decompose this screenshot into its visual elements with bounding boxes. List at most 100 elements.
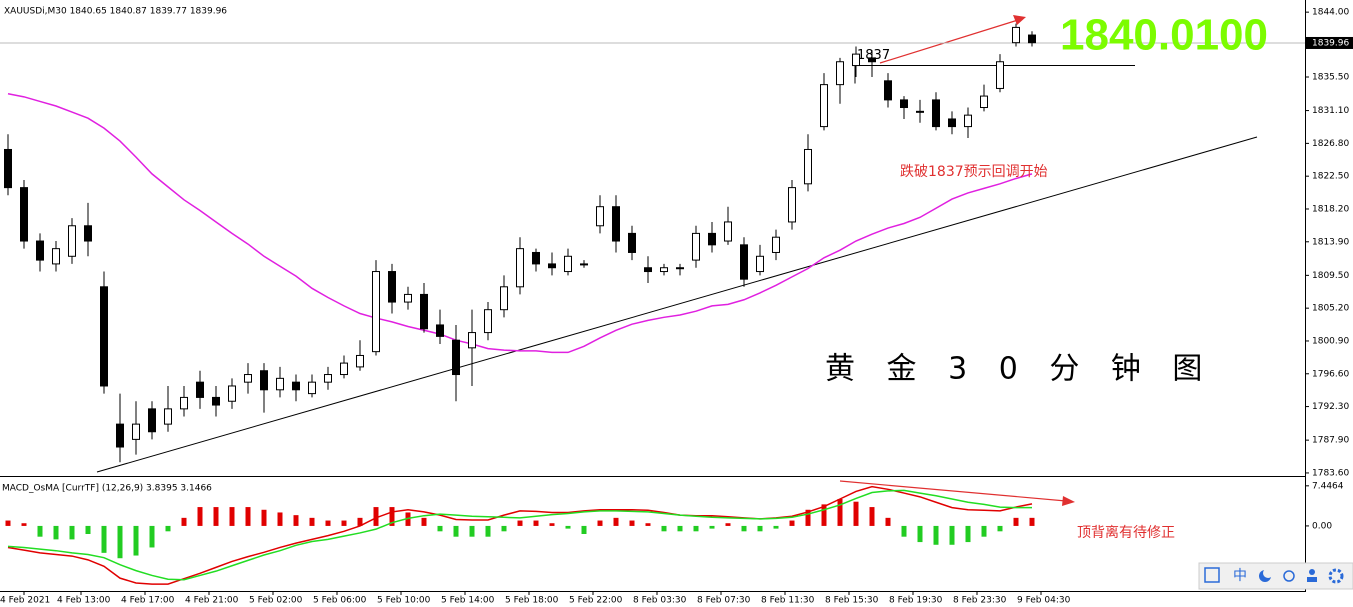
toolbar: 中 xyxy=(1198,562,1353,590)
histogram-bar xyxy=(85,525,91,534)
ime-label[interactable]: 中 xyxy=(1233,568,1247,584)
macd-line xyxy=(7,485,1033,585)
candle-body xyxy=(372,271,380,353)
histogram-bar xyxy=(37,525,43,537)
histogram-bar xyxy=(933,525,939,545)
y-tick-label: 1809.50 xyxy=(1312,271,1349,281)
candle-body xyxy=(356,354,364,368)
histogram-bar xyxy=(117,525,123,559)
y-tick-label: 1826.80 xyxy=(1312,139,1349,149)
histogram-bar xyxy=(773,525,779,529)
candle-body xyxy=(772,236,780,253)
histogram-bar xyxy=(949,525,955,545)
last-price-box xyxy=(1306,36,1353,49)
histogram-bar xyxy=(389,507,395,526)
histogram-bar xyxy=(325,520,331,526)
toolbar-bg xyxy=(1198,562,1353,590)
chart-header: XAUUSDi,M30 1840.65 1840.87 1839.77 1839… xyxy=(4,7,227,17)
y-tick-label: 1822.50 xyxy=(1312,172,1349,182)
candle-body xyxy=(116,423,124,448)
histogram-bar xyxy=(853,501,859,526)
candle-body xyxy=(788,187,796,223)
histogram-bar xyxy=(517,520,523,526)
histogram-bar xyxy=(373,507,379,526)
arrow-head xyxy=(1013,15,1026,25)
candle-body xyxy=(84,225,92,242)
histogram-bar xyxy=(821,504,827,526)
candle-body xyxy=(324,374,332,383)
candle-body xyxy=(676,267,684,270)
histogram-bar xyxy=(613,517,619,526)
candle-body xyxy=(612,206,620,242)
histogram-bar xyxy=(293,515,299,526)
x-tick-label: 8 Feb 07:30 xyxy=(697,596,751,606)
candle-body xyxy=(452,339,460,376)
icon[interactable] xyxy=(1204,567,1220,583)
trend-line xyxy=(96,136,1258,473)
histogram-bar xyxy=(645,523,651,526)
histogram-bar xyxy=(725,523,731,526)
candle-body xyxy=(228,385,236,402)
histogram-bar xyxy=(549,523,555,526)
candle-body xyxy=(164,408,172,425)
candle-body xyxy=(148,408,156,433)
candle-body xyxy=(180,396,188,410)
candle-body xyxy=(484,309,492,334)
histogram-bar xyxy=(597,520,603,526)
candle-body xyxy=(644,267,652,273)
y-tick-label: 0.00 xyxy=(1312,521,1332,531)
candle-body xyxy=(964,114,972,128)
candle-body xyxy=(884,80,892,101)
histogram-bar xyxy=(581,525,587,534)
icon[interactable] xyxy=(1283,570,1295,582)
arrow xyxy=(839,480,1067,502)
candle-body xyxy=(932,99,940,128)
histogram-bar xyxy=(229,507,235,526)
y-tick-label: 1787.90 xyxy=(1312,436,1349,446)
histogram-bar xyxy=(357,517,363,526)
level-label: 1837 xyxy=(857,48,890,63)
candle-body xyxy=(948,118,956,128)
candle-body xyxy=(20,187,28,242)
histogram-bar xyxy=(533,520,539,526)
candle-body xyxy=(580,263,588,266)
histogram-bar xyxy=(661,525,667,532)
x-tick-label: 9 Feb 04:30 xyxy=(1017,596,1071,606)
histogram-bar xyxy=(1029,517,1035,526)
histogram-bar xyxy=(421,517,427,526)
icon[interactable] xyxy=(1309,569,1315,575)
histogram-bar xyxy=(149,525,155,548)
icon[interactable] xyxy=(1328,568,1344,584)
candle-body xyxy=(100,286,108,387)
candle-body xyxy=(276,377,284,391)
candle-body xyxy=(36,240,44,261)
candle-body xyxy=(436,324,444,337)
candle-body xyxy=(548,263,556,269)
y-tick-label: 1844.00 xyxy=(1312,8,1349,18)
candle-body xyxy=(628,232,636,253)
candle-body xyxy=(868,57,876,63)
histogram-bar xyxy=(133,525,139,556)
histogram-bar xyxy=(501,525,507,532)
histogram-bar xyxy=(757,525,763,532)
candle-body xyxy=(468,332,476,349)
histogram-bar xyxy=(53,525,59,540)
candle-body xyxy=(804,148,812,185)
histogram-bar xyxy=(101,525,107,553)
candle-body xyxy=(996,61,1004,89)
histogram-bar xyxy=(405,512,411,526)
macd-line xyxy=(7,489,1032,581)
histogram-bar xyxy=(837,499,843,526)
candle-body xyxy=(196,381,204,398)
candle-body xyxy=(820,84,828,128)
candle-body xyxy=(244,374,252,383)
big-price: 1840.0100 xyxy=(1060,11,1268,60)
histogram-bar xyxy=(629,520,635,526)
y-tick-label: 1783.60 xyxy=(1312,468,1349,478)
candle-body xyxy=(404,293,412,303)
histogram-bar xyxy=(5,520,11,526)
candle-body xyxy=(388,271,396,303)
histogram-bar xyxy=(197,507,203,526)
histogram-bar xyxy=(805,509,811,526)
